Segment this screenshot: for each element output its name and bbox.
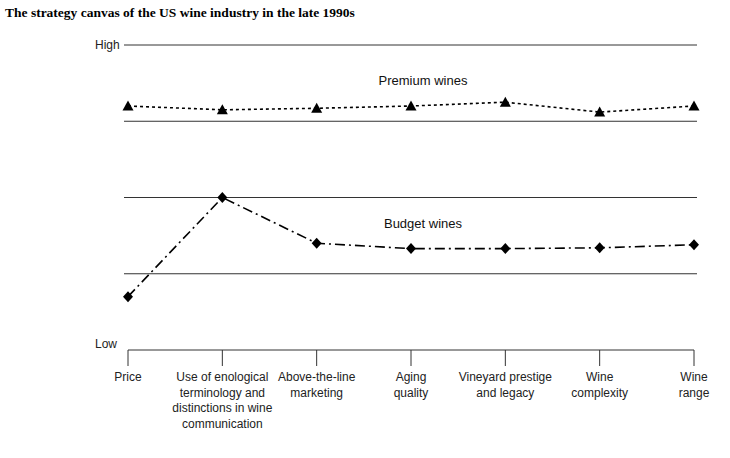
x-tick-label: Vineyard prestigeand legacy bbox=[459, 370, 552, 400]
title: The strategy canvas of the US wine indus… bbox=[5, 5, 355, 20]
y-tick-label: High bbox=[95, 38, 120, 52]
series-label: Premium wines bbox=[379, 73, 468, 88]
x-tick-label: Winecomplexity bbox=[571, 370, 628, 400]
marker bbox=[689, 101, 700, 111]
marker bbox=[311, 103, 322, 113]
plot-area bbox=[123, 97, 700, 302]
series-label: Budget wines bbox=[384, 216, 463, 231]
chart: The strategy canvas of the US wine indus… bbox=[0, 0, 730, 458]
x-tick bbox=[316, 350, 317, 366]
x-tick bbox=[599, 350, 600, 366]
x-tick-label: Price bbox=[114, 370, 142, 384]
x-tick bbox=[128, 350, 129, 366]
grid-line bbox=[124, 45, 697, 46]
grid-line bbox=[124, 197, 697, 198]
x-tick bbox=[694, 350, 695, 366]
marker bbox=[500, 97, 511, 107]
marker bbox=[406, 101, 417, 111]
marker bbox=[500, 243, 510, 254]
x-tick bbox=[411, 350, 412, 366]
marker bbox=[594, 107, 605, 117]
x-tick-label: Agingquality bbox=[394, 370, 429, 400]
marker bbox=[217, 192, 227, 203]
marker bbox=[689, 239, 699, 250]
marker bbox=[595, 242, 605, 253]
grid-line bbox=[124, 273, 697, 274]
x-tick-label: Winerange bbox=[679, 370, 710, 400]
x-tick-label: Use of enologicalterminology anddistinct… bbox=[172, 370, 272, 431]
x-tick-label: Above-the-linemarketing bbox=[278, 370, 356, 400]
series-line bbox=[128, 198, 694, 297]
marker bbox=[312, 238, 322, 249]
x-tick bbox=[505, 350, 506, 366]
grid-line bbox=[124, 121, 697, 122]
y-tick-label: Low bbox=[95, 337, 117, 351]
marker bbox=[406, 243, 416, 254]
x-tick bbox=[222, 350, 223, 366]
marker bbox=[123, 101, 134, 111]
marker bbox=[123, 291, 133, 302]
marker bbox=[217, 104, 228, 114]
